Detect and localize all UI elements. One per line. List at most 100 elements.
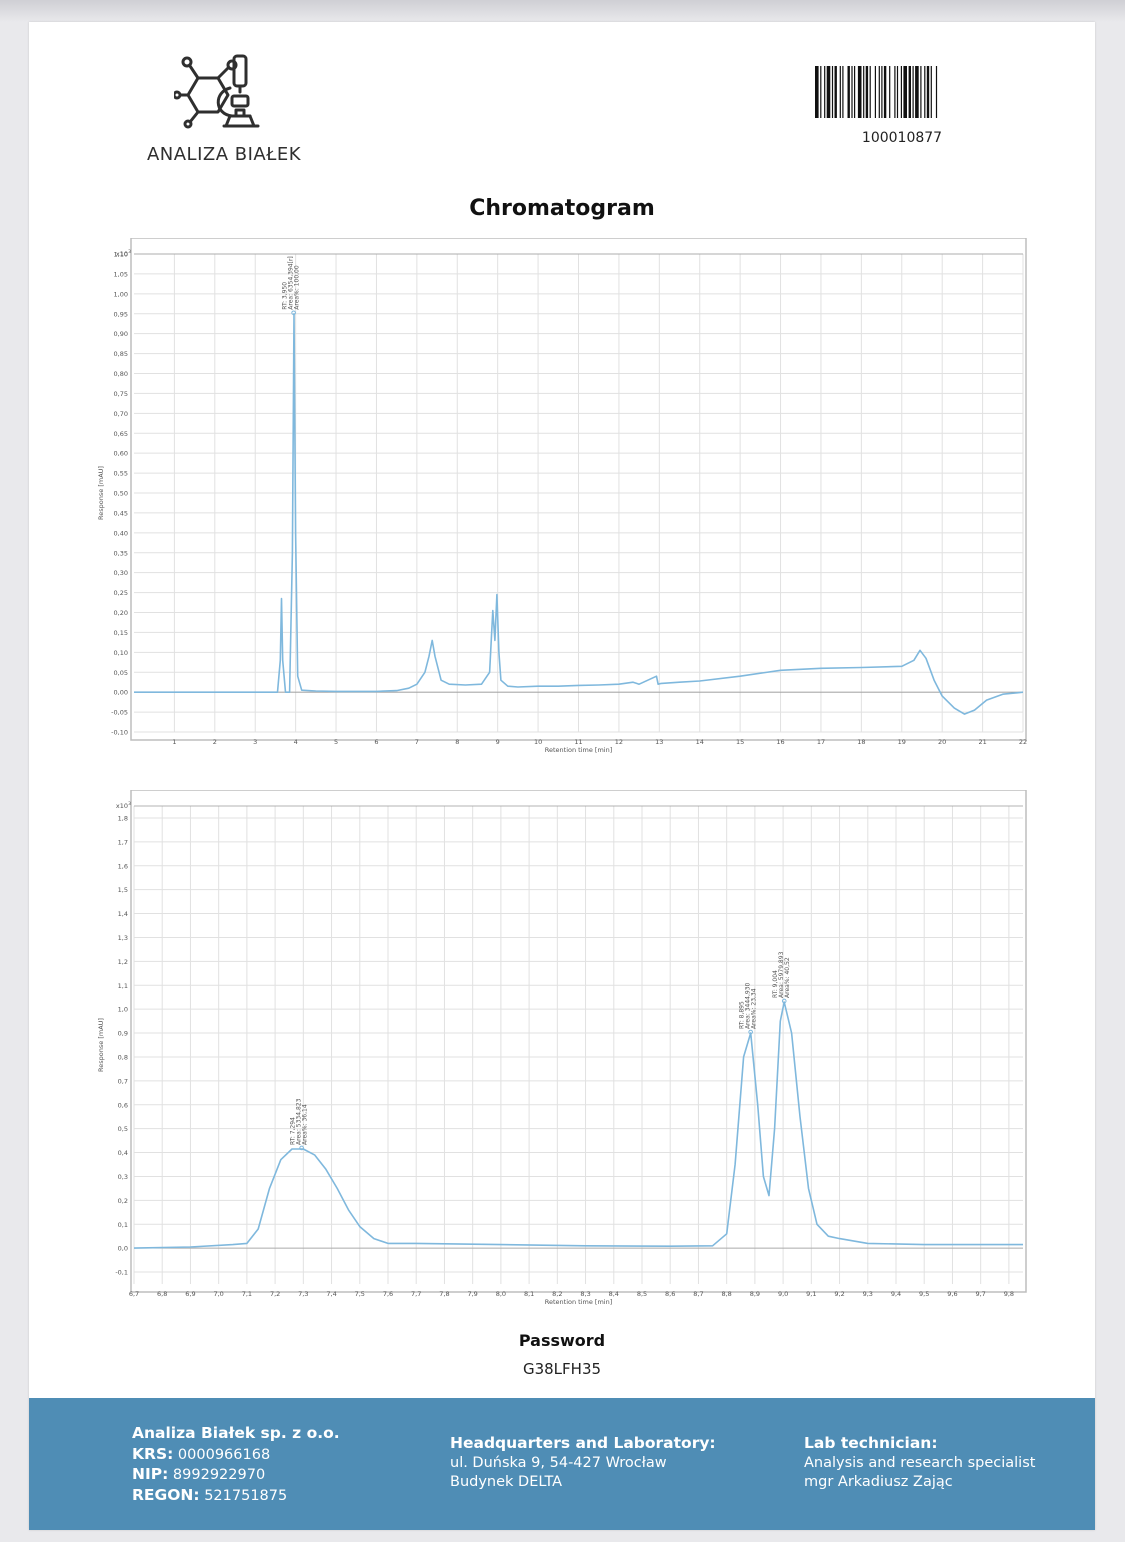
x-tick-label: 9,0 xyxy=(778,1290,788,1298)
x-tick-label: 9,3 xyxy=(863,1290,873,1298)
x-tick-label: 12 xyxy=(615,738,623,746)
y-tick-label: 0,1 xyxy=(118,1221,128,1229)
y-tick-label: 0,95 xyxy=(114,310,128,318)
y-tick-label: 0,40 xyxy=(114,529,128,537)
x-tick-label: 8,9 xyxy=(750,1290,760,1298)
peak-annotation: Area%: 40,52 xyxy=(784,957,791,998)
peak-annotation: Area: 5979,893 xyxy=(778,951,785,998)
y-tick-label: 1,2 xyxy=(118,958,128,966)
y-tick-label: 0,65 xyxy=(114,430,128,438)
y-tick-label: 0,5 xyxy=(118,1125,128,1133)
barcode-bar xyxy=(815,66,819,118)
molecule-microscope-icon xyxy=(174,54,260,129)
barcode-bar xyxy=(915,66,919,118)
x-tick-label: 7,8 xyxy=(439,1290,449,1298)
x-tick-label: 7 xyxy=(415,738,419,746)
y-multiplier-label: x10 xyxy=(116,250,128,258)
x-tick-label: 7,5 xyxy=(355,1290,365,1298)
y-tick-label: 0,05 xyxy=(114,669,128,677)
y-tick-label: 1,1 xyxy=(118,982,128,990)
y-tick-label: 0,60 xyxy=(114,450,128,458)
barcode-bar xyxy=(924,66,926,118)
x-tick-label: 13 xyxy=(655,738,663,746)
x-tick-label: 11 xyxy=(574,738,582,746)
x-tick-label: 9,7 xyxy=(975,1290,985,1298)
barcode-bar xyxy=(854,66,856,118)
x-tick-label: 8,4 xyxy=(609,1290,619,1298)
x-tick-label: 7,4 xyxy=(326,1290,336,1298)
x-tick-label: 8,8 xyxy=(721,1290,731,1298)
barcode-bar xyxy=(930,66,932,118)
x-tick-label: 8,1 xyxy=(524,1290,534,1298)
y-axis-label: Response [mAU] xyxy=(97,1018,105,1072)
barcode-bar xyxy=(831,66,834,118)
x-tick-label: 19 xyxy=(898,738,906,746)
footer-lab-technician: Lab technician: Analysis and research sp… xyxy=(804,1434,1035,1493)
peak-annotation: Area%: 100,00 xyxy=(294,265,301,310)
x-tick-label: 10 xyxy=(534,738,542,746)
y-tick-label: 0,20 xyxy=(114,609,128,617)
x-tick-label: 8,6 xyxy=(665,1290,675,1298)
x-tick-label: 6,7 xyxy=(129,1290,139,1298)
y-tick-label: 0,9 xyxy=(118,1030,128,1038)
barcode-bar xyxy=(908,66,911,118)
chromatogram-full-chart: 1 2 3 4 5 6 7 8 9 10 11 12 13 14 15 16 17 18 19 20 21 22-0,10… xyxy=(97,238,1027,754)
hq-address-line2: Budynek DELTA xyxy=(450,1474,563,1490)
peak-annotation: RT: 8,895 xyxy=(739,1001,746,1029)
y-tick-label: 0,80 xyxy=(114,370,128,378)
x-tick-label: 7,9 xyxy=(467,1290,477,1298)
footer: Analiza Białek sp. z o.o. KRS: 000096616… xyxy=(29,1398,1095,1530)
x-tick-label: 9,5 xyxy=(919,1290,929,1298)
tech-name: mgr Arkadiusz Zając xyxy=(804,1474,953,1490)
x-tick-label: 8,7 xyxy=(693,1290,703,1298)
y-tick-label: 0,30 xyxy=(114,569,128,577)
peak-annotation: RT: 9,004 xyxy=(772,970,779,998)
barcode-bar xyxy=(878,66,880,118)
footer-headquarters: Headquarters and Laboratory: ul. Duńska … xyxy=(450,1434,716,1493)
y-tick-label: 0,70 xyxy=(114,410,128,418)
x-tick-label: 8,5 xyxy=(637,1290,647,1298)
barcode-bar xyxy=(847,66,850,118)
peak-annotation: Area: 6354,394[r] xyxy=(288,256,295,310)
barcode-number: 100010877 xyxy=(861,130,943,146)
x-tick-label: 7,1 xyxy=(242,1290,252,1298)
peak-marker xyxy=(291,310,296,316)
y-tick-label: 1,4 xyxy=(118,910,128,918)
barcode-bar xyxy=(857,66,862,118)
peak-annotation: Area%: 36,14 xyxy=(302,1104,309,1145)
x-tick-label: 8,2 xyxy=(552,1290,562,1298)
password-value: G38LFH35 xyxy=(522,1360,602,1378)
barcode-bar xyxy=(935,66,938,118)
x-tick-label: 20 xyxy=(938,738,946,746)
y-tick-label: 0,8 xyxy=(118,1053,128,1061)
footer-company-info: Analiza Białek sp. z o.o. KRS: 000096616… xyxy=(132,1424,340,1506)
barcode-bars xyxy=(815,66,938,118)
x-tick-label: 16 xyxy=(776,738,784,746)
barcode-bar xyxy=(889,66,891,118)
barcode: 100010877 xyxy=(815,66,989,156)
x-tick-label: 3 xyxy=(253,738,257,746)
x-tick-label: 7,0 xyxy=(213,1290,223,1298)
barcode-bar xyxy=(865,66,869,118)
x-tick-label: 15 xyxy=(736,738,744,746)
y-tick-label: 0,85 xyxy=(114,350,128,358)
krs-value: 0000966168 xyxy=(177,1446,271,1463)
y-tick-label: 1,6 xyxy=(118,862,128,870)
y-tick-label: -0,1 xyxy=(115,1269,128,1277)
barcode-bar xyxy=(839,66,841,118)
x-tick-label: 6 xyxy=(374,738,378,746)
x-tick-label: 8,3 xyxy=(580,1290,590,1298)
y-tick-label: 0,55 xyxy=(114,470,128,478)
x-tick-label: 7,3 xyxy=(298,1290,308,1298)
barcode-bar xyxy=(826,66,831,118)
x-tick-label: 7,7 xyxy=(411,1290,421,1298)
barcode-bar xyxy=(926,66,930,118)
x-tick-label: 2 xyxy=(213,738,217,746)
x-tick-label: 8,0 xyxy=(496,1290,506,1298)
password-label: Password xyxy=(518,1331,606,1350)
y-tick-label: 0,90 xyxy=(114,330,128,338)
x-tick-label: 8 xyxy=(455,738,459,746)
barcode-bar xyxy=(824,66,826,118)
peak-marker xyxy=(748,1029,753,1035)
